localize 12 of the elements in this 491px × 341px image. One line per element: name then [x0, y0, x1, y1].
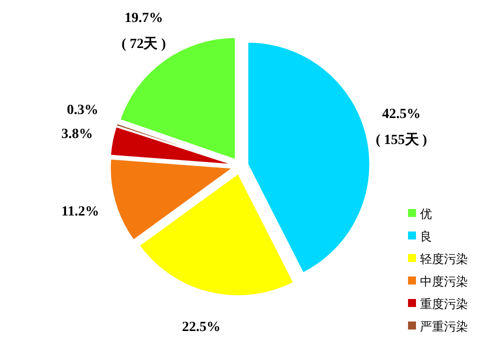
- data-label: 3.8%: [61, 126, 93, 142]
- data-label: 19.7% ( 72天 ): [122, 10, 166, 52]
- legend-label: 良: [420, 230, 432, 244]
- legend-label: 优: [420, 207, 432, 221]
- data-label: 0.3%: [66, 102, 98, 118]
- legend-label: 中度污染: [420, 274, 468, 288]
- legend-label: 严重污染: [420, 320, 468, 334]
- data-label: 22.5%: [182, 320, 220, 335]
- data-label: 11.2%: [61, 204, 100, 220]
- legend-label: 轻度污染: [420, 252, 468, 266]
- legend-label: 重度污染: [420, 297, 468, 311]
- data-label: 42.5% ( 155天 ): [376, 107, 428, 148]
